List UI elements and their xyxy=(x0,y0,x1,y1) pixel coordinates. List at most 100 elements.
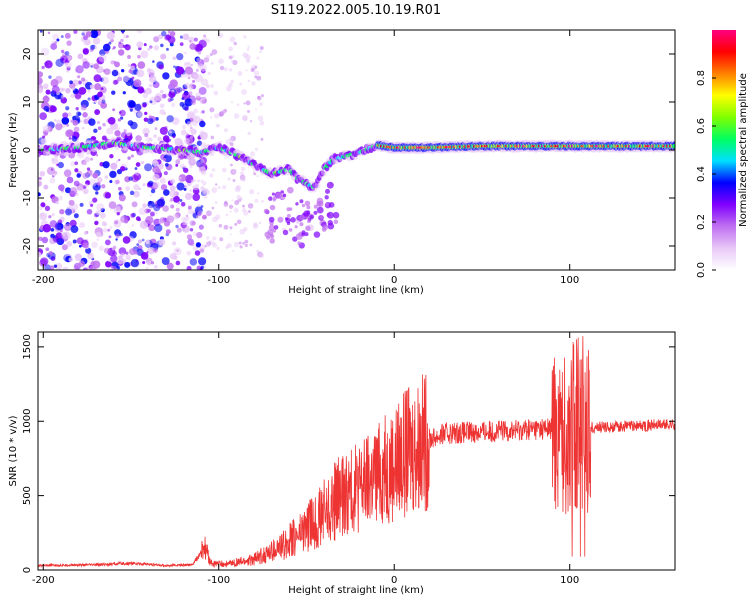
noise-blob xyxy=(173,247,182,256)
noise-blob xyxy=(147,200,155,209)
noise-blob xyxy=(313,204,318,209)
noise-blob xyxy=(177,201,180,205)
noise-blob xyxy=(63,169,72,177)
noise-blob xyxy=(50,43,58,50)
noise-blob xyxy=(202,188,209,195)
noise-blob xyxy=(117,76,123,82)
noise-blob xyxy=(117,127,120,131)
noise-blob xyxy=(176,249,179,252)
noise-blob xyxy=(257,192,260,195)
noise-blob xyxy=(326,211,334,219)
noise-blob xyxy=(197,63,203,69)
noise-blob xyxy=(125,254,131,260)
noise-blob xyxy=(189,39,192,43)
noise-blob xyxy=(59,208,65,215)
noise-blob xyxy=(122,75,130,83)
noise-blob xyxy=(86,265,95,270)
noise-blob xyxy=(73,126,80,133)
noise-blob xyxy=(39,112,47,120)
noise-blob xyxy=(83,231,88,235)
noise-blob xyxy=(93,74,102,83)
ridge-halo xyxy=(314,181,321,190)
noise-blob xyxy=(69,187,78,195)
noise-blob xyxy=(65,106,70,111)
noise-blob xyxy=(212,236,217,241)
noise-blob xyxy=(94,109,101,115)
noise-blob xyxy=(153,248,158,253)
noise-blob xyxy=(44,60,53,69)
noise-blob xyxy=(142,92,149,99)
noise-blob xyxy=(170,204,175,209)
noise-blob xyxy=(137,86,145,94)
noise-blob xyxy=(322,224,329,231)
noise-blob xyxy=(229,142,234,147)
noise-blob xyxy=(240,197,244,200)
noise-blob xyxy=(332,211,340,219)
noise-blob xyxy=(258,221,262,225)
noise-blob xyxy=(122,44,126,48)
noise-blob xyxy=(313,231,321,238)
noise-blob xyxy=(243,210,249,216)
noise-blob xyxy=(176,227,182,233)
noise-blob xyxy=(169,130,172,134)
noise-blob xyxy=(135,162,141,167)
noise-blob xyxy=(170,97,174,101)
snr-xtick-label: 0 xyxy=(391,575,397,586)
noise-blob xyxy=(114,220,119,225)
noise-blob xyxy=(71,87,75,91)
noise-blob xyxy=(154,81,158,84)
noise-blob xyxy=(189,165,193,169)
noise-blob xyxy=(82,242,89,249)
noise-blob xyxy=(230,101,234,104)
noise-blob xyxy=(173,255,178,260)
noise-blob xyxy=(148,224,156,232)
noise-blob xyxy=(140,50,149,59)
noise-blob xyxy=(206,236,210,240)
noise-blob xyxy=(295,233,303,240)
noise-blob xyxy=(75,65,84,74)
noise-blob xyxy=(189,220,196,226)
noise-blob xyxy=(170,197,174,202)
noise-blob xyxy=(87,252,94,260)
noise-blob xyxy=(179,198,183,203)
noise-blob xyxy=(164,163,169,167)
noise-blob xyxy=(81,126,85,130)
noise-blob xyxy=(72,239,77,244)
noise-blob xyxy=(127,120,134,126)
noise-blob xyxy=(101,135,107,141)
noise-blob xyxy=(179,42,184,46)
noise-blob xyxy=(84,156,90,163)
noise-blob xyxy=(209,173,214,178)
noise-blob xyxy=(204,132,208,136)
noise-blob xyxy=(218,224,223,228)
noise-blob xyxy=(187,76,191,80)
noise-blob xyxy=(233,241,240,248)
noise-blob xyxy=(226,243,232,249)
noise-blob xyxy=(92,197,98,203)
noise-blob xyxy=(85,31,92,37)
noise-blob xyxy=(52,173,56,177)
noise-blob xyxy=(256,75,262,81)
noise-blob xyxy=(126,131,131,137)
noise-blob xyxy=(161,30,167,37)
noise-blob xyxy=(120,165,126,172)
noise-blob xyxy=(194,179,197,182)
noise-blob xyxy=(153,203,161,212)
noise-blob xyxy=(44,264,52,270)
noise-blob xyxy=(128,100,136,108)
noise-blob xyxy=(184,185,187,188)
noise-blob xyxy=(55,232,63,239)
noise-blob xyxy=(198,86,207,95)
noise-blob xyxy=(239,228,246,235)
noise-blob xyxy=(109,179,113,184)
noise-blob xyxy=(166,47,169,51)
noise-blob xyxy=(256,249,260,253)
noise-blob xyxy=(135,171,140,176)
noise-blob xyxy=(54,41,58,44)
noise-blob xyxy=(120,252,125,258)
noise-blob xyxy=(64,187,72,194)
noise-blob xyxy=(257,96,262,101)
noise-blob xyxy=(306,205,311,210)
